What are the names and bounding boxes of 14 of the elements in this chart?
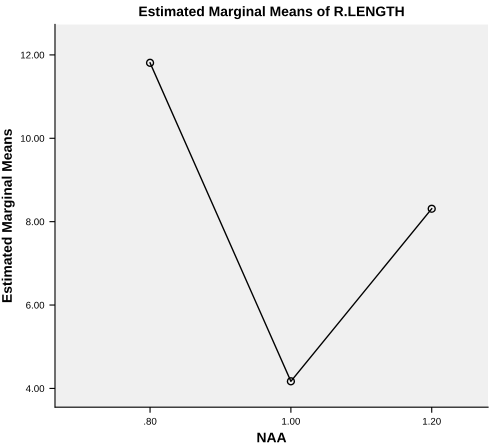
x-tick-label: 1.20 (423, 418, 441, 425)
y-tick-label: 6.00 (26, 302, 44, 309)
point (286, 377, 296, 386)
y-tick-label: 10.00 (20, 135, 44, 142)
y-tick-label: 12.00 (20, 52, 44, 59)
y-axis-title: Estimated Marginal Means (2, 129, 15, 302)
x-tick-label: 1.00 (282, 418, 300, 425)
y-tick-label: 4.00 (26, 385, 44, 392)
x-axis-title: NAA (257, 432, 286, 442)
point (428, 204, 436, 213)
point (146, 58, 154, 67)
y-tick-label: 8.00 (26, 218, 44, 226)
x-tick-label: .80 (144, 418, 156, 425)
chart-title: Estimated Marginal Means of R.LENGTH (139, 6, 404, 20)
